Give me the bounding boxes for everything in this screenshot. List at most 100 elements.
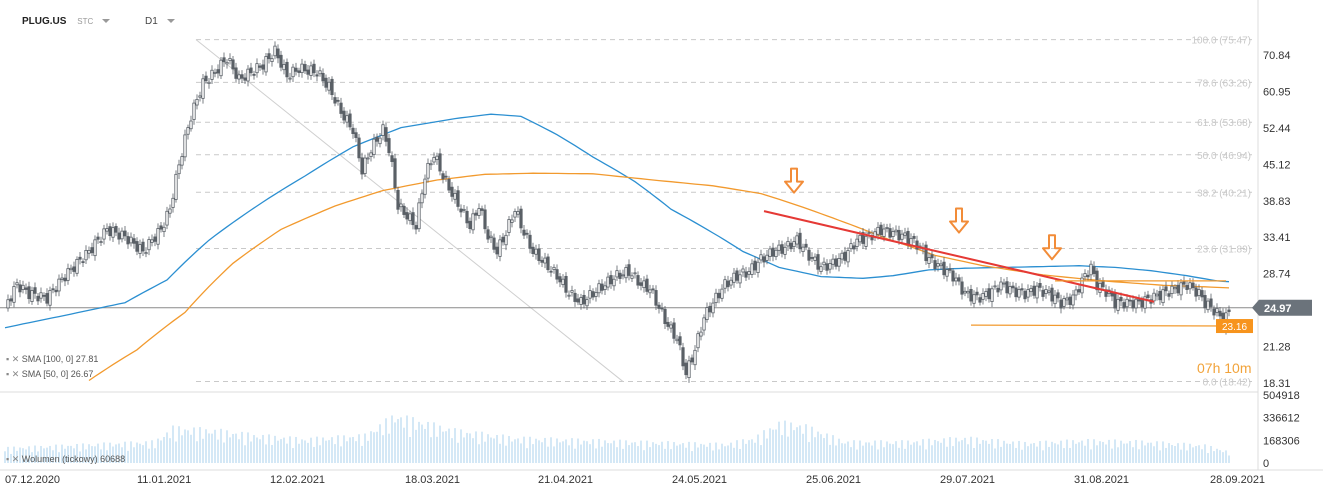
current-price-badge xyxy=(1252,299,1312,316)
candle-body xyxy=(465,210,469,224)
time-tick-label: 24.05.2021 xyxy=(672,474,727,486)
candle-body xyxy=(912,236,916,239)
candle-body xyxy=(879,224,883,235)
candle-body xyxy=(1068,296,1072,305)
candle-body xyxy=(450,186,454,197)
candle-body xyxy=(492,237,496,250)
candle-body xyxy=(942,261,946,276)
candle-body xyxy=(429,163,433,166)
candle-body xyxy=(999,281,1003,291)
candle-body xyxy=(1200,290,1204,298)
candle-body xyxy=(615,270,619,278)
close-icon[interactable]: ✕ xyxy=(11,369,20,379)
eye-icon[interactable]: ▪ xyxy=(6,369,10,379)
candle-body xyxy=(60,277,64,280)
candle-body xyxy=(192,102,196,120)
candle-body xyxy=(876,226,880,235)
candle-body xyxy=(792,241,796,248)
volume-bars xyxy=(4,415,1230,463)
chart-grid xyxy=(0,0,1323,471)
candle-body xyxy=(240,74,244,79)
candle-body xyxy=(1038,283,1042,288)
candle-body xyxy=(96,236,100,240)
eye-icon[interactable]: ▪ xyxy=(6,454,10,464)
candle-body xyxy=(645,278,649,292)
volume-legend[interactable]: ▪ ✕ Wolumen (tickowy) 60688 xyxy=(6,454,125,465)
candle-body xyxy=(54,289,58,293)
time-tick-label: 29.07.2021 xyxy=(940,474,995,486)
candle-body xyxy=(216,69,220,74)
candle-body xyxy=(612,278,616,287)
candle-body xyxy=(315,74,319,77)
candle-body xyxy=(198,95,202,98)
candle-body xyxy=(261,64,265,70)
candle-body xyxy=(495,246,499,255)
candle-body xyxy=(162,226,166,233)
close-icon[interactable]: ✕ xyxy=(11,354,20,364)
candle-body xyxy=(885,227,889,229)
candle-body xyxy=(1029,288,1033,293)
time-tick-label: 28.09.2021 xyxy=(1210,474,1265,486)
price-tick-label: 38.83 xyxy=(1263,196,1291,208)
candle-body xyxy=(372,138,376,155)
candle-body xyxy=(327,81,331,91)
candle-body xyxy=(1152,292,1156,302)
candle-body xyxy=(720,288,724,299)
sma100-line xyxy=(4,113,1230,329)
candle-body xyxy=(621,274,625,277)
time-tick-label: 31.08.2021 xyxy=(1074,474,1129,486)
candle-body xyxy=(945,269,949,277)
candle-body xyxy=(117,232,121,240)
candle-body xyxy=(828,263,832,270)
candle-body xyxy=(1011,285,1015,289)
interval-selector[interactable]: D1 xyxy=(145,16,175,27)
candle-body xyxy=(726,280,730,288)
candle-body xyxy=(1119,296,1123,302)
candle-body xyxy=(114,226,118,233)
time-tick-label: 12.02.2021 xyxy=(270,474,325,486)
sma100-legend[interactable]: ▪ ✕ SMA [100, 0] 27.81 xyxy=(6,354,98,365)
candle-body xyxy=(186,127,190,135)
candle-body xyxy=(1083,273,1087,278)
candle-body xyxy=(735,270,739,281)
candle-body xyxy=(375,136,379,142)
candle-body xyxy=(522,229,526,236)
candle-body xyxy=(537,248,541,261)
candle-body xyxy=(678,336,682,346)
candle-body xyxy=(69,267,73,271)
candle-body xyxy=(438,153,442,172)
close-icon[interactable]: ✕ xyxy=(11,454,20,464)
candle-body xyxy=(561,278,565,286)
candle-body xyxy=(882,228,886,237)
candle-body xyxy=(390,155,394,162)
candle-body xyxy=(1074,289,1078,296)
price-tick-label: 52.44 xyxy=(1263,123,1291,135)
candle-body xyxy=(210,69,214,80)
candle-body xyxy=(1059,299,1063,309)
candle-body xyxy=(108,226,112,237)
candle-body xyxy=(468,220,472,230)
symbol-selector[interactable]: PLUG.US STC xyxy=(22,16,111,27)
candle-body xyxy=(477,208,481,216)
candle-body xyxy=(228,57,232,61)
candle-body xyxy=(774,249,778,258)
candle-body xyxy=(633,272,637,275)
candle-body xyxy=(840,252,844,260)
candle-body xyxy=(1203,295,1207,309)
candle-body xyxy=(81,261,85,264)
candle-body xyxy=(351,127,355,134)
candle-body xyxy=(105,228,109,232)
sma50-legend[interactable]: ▪ ✕ SMA [50, 0] 26.67 xyxy=(6,369,93,380)
candle-body xyxy=(987,288,991,300)
candle-body xyxy=(687,360,691,379)
candle-body xyxy=(624,267,628,279)
eye-icon[interactable]: ▪ xyxy=(6,354,10,364)
candle-body xyxy=(729,279,733,286)
candle-body xyxy=(354,132,358,138)
candle-body xyxy=(927,257,931,264)
candle-body xyxy=(147,239,151,251)
candle-body xyxy=(975,291,979,296)
candle-body xyxy=(660,307,664,310)
candle-body xyxy=(408,213,412,222)
